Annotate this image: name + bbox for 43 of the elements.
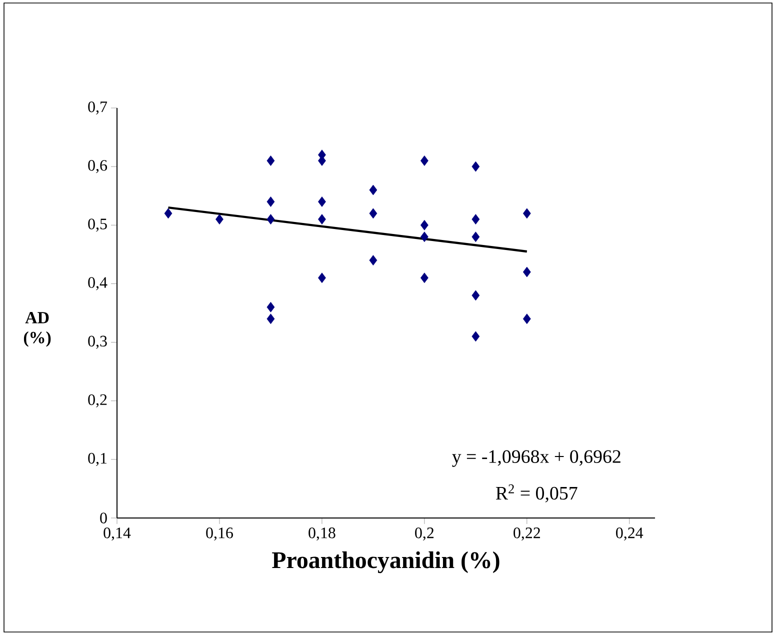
x-tick-label: 0,18 <box>308 528 336 541</box>
point <box>420 232 428 242</box>
point <box>472 290 480 301</box>
point <box>522 314 531 324</box>
point <box>266 156 275 166</box>
x-axis-title: Proanthocyanidin (%) <box>272 551 500 574</box>
y-tick-label: 0,7 <box>88 101 108 115</box>
y-axis-title: AD (%) <box>24 312 51 347</box>
point <box>472 232 480 242</box>
point <box>420 220 428 230</box>
point <box>369 208 378 219</box>
point <box>318 214 326 224</box>
point <box>472 161 480 172</box>
point <box>266 196 275 207</box>
annotation: R$^{2}$ = 0,057 <box>496 484 578 502</box>
point <box>164 208 172 219</box>
point <box>318 196 326 207</box>
y-tick-label: 0,2 <box>88 394 107 408</box>
y-tick-label: 0,1 <box>88 452 107 466</box>
point <box>522 208 531 219</box>
y-tick-label: 0 <box>100 512 107 524</box>
point <box>472 331 480 342</box>
point <box>472 214 480 224</box>
x-tick-label: 0,16 <box>206 528 233 541</box>
point <box>369 184 378 196</box>
point <box>266 302 275 312</box>
x-tick-label: 0,24 <box>616 528 644 541</box>
point <box>522 266 531 278</box>
point <box>369 255 378 266</box>
point <box>216 214 224 224</box>
y-tick-label: 0,3 <box>88 336 107 349</box>
point <box>318 272 326 284</box>
point <box>420 272 428 284</box>
point <box>266 214 275 224</box>
x-tick-label: 0,22 <box>514 528 540 541</box>
y-tick-label: 0,5 <box>88 218 107 232</box>
x-tick-label: 0,14 <box>104 528 131 541</box>
annotation: y = -1,0968x + 0,6962 <box>452 450 620 467</box>
point <box>266 314 275 324</box>
y-tick-label: 0,6 <box>88 160 108 174</box>
y-tick-label: 0,4 <box>88 277 108 290</box>
x-tick-label: 0,2 <box>415 528 434 541</box>
point <box>420 156 428 166</box>
